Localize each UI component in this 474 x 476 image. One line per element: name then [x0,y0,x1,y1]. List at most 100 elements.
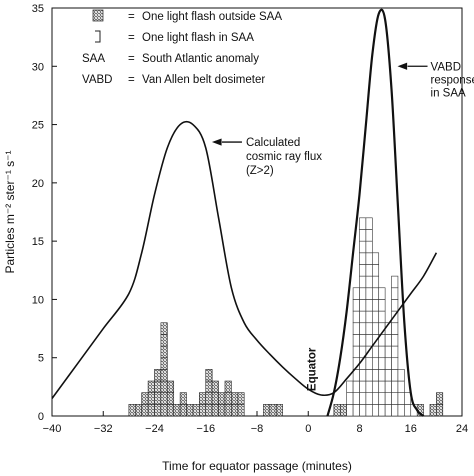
flash-outside-saa-box [141,392,149,405]
flash-outside-saa-box [160,345,168,359]
flash-in-saa-box [372,310,380,324]
flash-in-saa-box [359,275,367,289]
flash-in-saa-box [378,287,386,300]
flash-in-saa-box [391,380,399,393]
flash-in-saa-box [365,229,373,242]
flash-outside-saa-box [167,404,175,417]
flash-in-saa-box [372,369,380,382]
equator-label: Equator [306,347,318,391]
flash-outside-saa-box [147,392,155,405]
y-tick-label: 35 [32,3,44,15]
flash-outside-saa-box [211,392,219,405]
flash-in-saa-box [352,287,360,300]
flash-in-saa-box [365,334,373,347]
flash-outside-saa-box [141,404,149,417]
flash-outside-saa-box [167,380,175,393]
flash-in-saa-box [359,240,367,254]
flash-outside-saa-box [154,404,162,417]
flash-outside-saa-box [160,392,168,405]
flash-in-saa-box [372,252,380,265]
flash-in-saa-box [359,404,367,417]
y-tick-label: 30 [32,61,44,73]
flash-outside-saa-box [231,392,239,405]
flash-in-saa-box [365,217,373,230]
flash-in-saa-box [359,369,367,382]
outside-saa-bars [128,322,444,417]
flash-outside-saa-box [224,380,232,393]
legend: = One light flash outside SAA = One light f… [82,9,282,86]
flash-outside-saa-box [167,392,175,405]
legend-bracket-swatch [95,30,101,43]
flash-in-saa-box [391,322,399,335]
flash-outside-saa-box [211,404,219,417]
flash-outside-saa-box [436,404,444,417]
flash-outside-saa-box [154,380,162,393]
flash-in-saa-box [372,380,380,393]
flash-in-saa-box [346,380,354,393]
flash-in-saa-box [359,217,367,230]
flash-outside-saa-box [179,392,187,405]
flash-outside-saa-box [160,357,168,370]
flash-outside-saa-box [218,404,226,417]
flash-outside-saa-box [211,380,219,393]
legend-equals: = [128,11,135,23]
flash-in-saa-box [365,369,373,382]
flash-in-saa-box [391,369,399,382]
flash-in-saa-box [378,380,386,393]
cosmic-arrow-head [211,138,222,146]
cosmic-annotation-text: Calculated [246,137,300,149]
flash-outside-saa-box [269,404,277,417]
flash-outside-saa-box [237,404,245,417]
flash-in-saa-box [352,310,360,324]
cosmic-annotation-text: (Z>2) [246,165,274,177]
in-saa-bars [346,217,418,417]
flash-in-saa-box [397,392,405,405]
x-tick-label: 8 [356,423,362,435]
flash-in-saa-box [359,299,367,312]
plot-frame [51,7,463,417]
flash-in-saa-box [372,287,380,300]
cosmic-annotation-text: cosmic ray flux [246,151,322,163]
flash-in-saa-box [384,404,392,417]
flash-outside-saa-box [231,404,239,417]
flash-in-saa-box [365,380,373,393]
vabd-annotation-text: response [431,74,474,86]
flash-in-saa-box [384,357,392,370]
flash-in-saa-box [372,404,380,417]
y-tick-label: 25 [32,120,44,132]
cosmic-ray-flux-curve [51,120,438,399]
flash-in-saa-box [384,392,392,405]
legend-entry-text: One light flash outside SAA [142,11,282,23]
flash-in-saa-box [372,357,380,370]
flash-in-saa-box [365,264,373,277]
y-axis-title: Particles m⁻² ster⁻¹ s⁻¹ [3,150,17,273]
flash-outside-saa-box [128,404,136,417]
x-axis-title: Time for equator passage (minutes) [162,459,352,473]
flash-outside-saa-box [160,404,168,417]
flash-in-saa-box [352,380,360,393]
flash-outside-saa-box [134,404,142,417]
flash-in-saa-box [378,404,386,417]
flash-outside-saa-box [237,392,245,405]
flash-in-saa-box [365,357,373,370]
flash-outside-saa-box [205,369,213,382]
flash-in-saa-box [397,369,405,382]
flash-outside-saa-box [186,404,194,417]
flash-in-saa-box [365,275,373,289]
flash-outside-saa-box [333,404,341,417]
legend-entry-text: South Atlantic anomaly [142,53,259,65]
flash-in-saa-box [365,392,373,405]
x-tick-label: 16 [405,423,417,435]
flash-in-saa-box [372,299,380,312]
legend-entry-text: Van Allen belt dosimeter [142,74,265,86]
flash-outside-saa-box [429,404,437,417]
flash-in-saa-box [391,334,399,347]
flash-in-saa-box [384,369,392,382]
flash-in-saa-box [384,334,392,347]
flash-outside-saa-box [160,334,168,347]
legend-equals: = [128,32,135,44]
flash-in-saa-box [384,345,392,359]
vabd-annotation-text: VABD [431,61,461,73]
flash-in-saa-box [378,357,386,370]
x-tick-label: −40 [43,423,62,435]
